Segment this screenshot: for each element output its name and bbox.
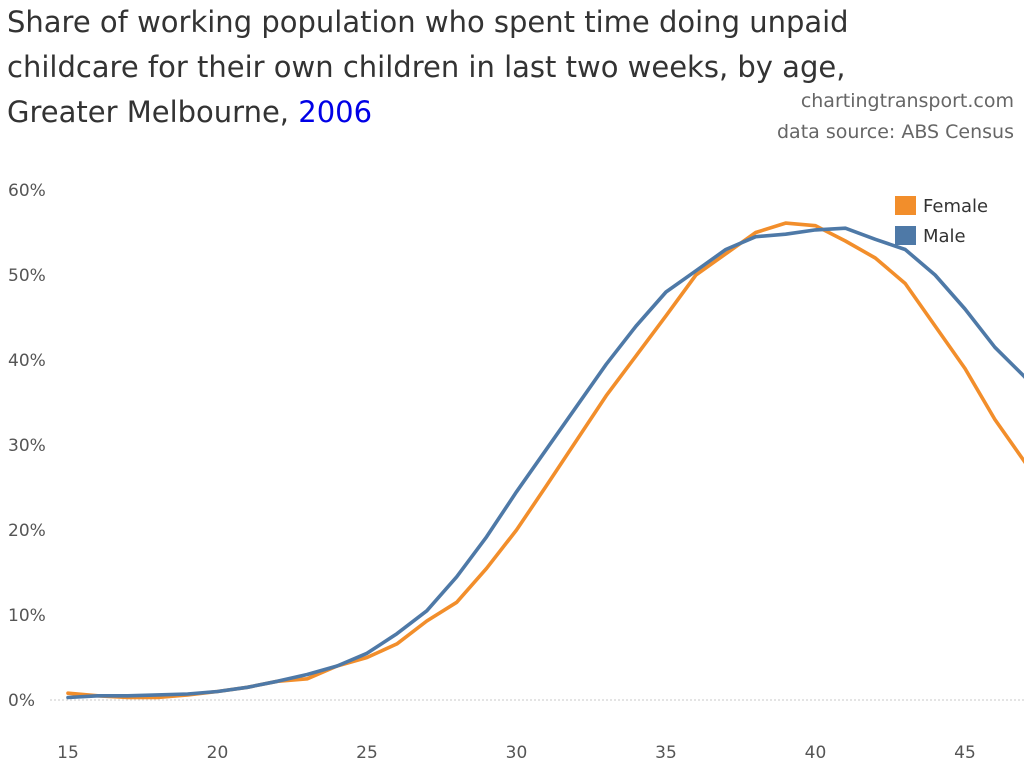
x-axis: 15202530354045505560657075 <box>57 743 976 763</box>
credit-source: data source: ABS Census <box>776 121 1014 143</box>
y-tick-label: 10% <box>8 606 46 626</box>
y-tick-label: 0% <box>8 691 35 711</box>
title-line-2: childcare for their own children in last… <box>7 50 846 84</box>
legend-label-male: Male <box>923 226 966 247</box>
x-tick-label: 40 <box>805 743 827 763</box>
x-tick-label: 30 <box>506 743 528 763</box>
x-tick-label: 45 <box>954 743 976 763</box>
title-line-3: Greater Melbourne, <box>7 95 299 129</box>
series-line-female <box>66 221 1024 700</box>
legend: Female Male <box>895 196 988 247</box>
y-tick-label: 50% <box>8 266 46 286</box>
x-tick-label: 25 <box>356 743 378 763</box>
legend-swatch-male <box>895 226 916 245</box>
y-tick-label: 40% <box>8 351 46 371</box>
chart-title: Share of working population who spent ti… <box>7 0 997 135</box>
x-tick-label: 35 <box>655 743 677 763</box>
y-axis: 0% 10% 20% 30% 40% 50% 60% <box>8 181 1024 711</box>
y-tick-label: 30% <box>8 436 46 456</box>
credit-site: chartingtransport.com <box>800 90 1014 112</box>
x-tick-label: 15 <box>57 743 79 763</box>
x-tick-label: 20 <box>207 743 229 763</box>
y-tick-label: 20% <box>8 521 46 541</box>
series-line-male <box>66 226 1024 700</box>
title-year: 2006 <box>298 95 373 129</box>
legend-label-female: Female <box>923 196 988 217</box>
y-tick-label: 60% <box>8 181 46 201</box>
legend-swatch-female <box>895 196 916 215</box>
title-line-1: Share of working population who spent ti… <box>7 5 849 39</box>
series-layer <box>66 221 1024 700</box>
